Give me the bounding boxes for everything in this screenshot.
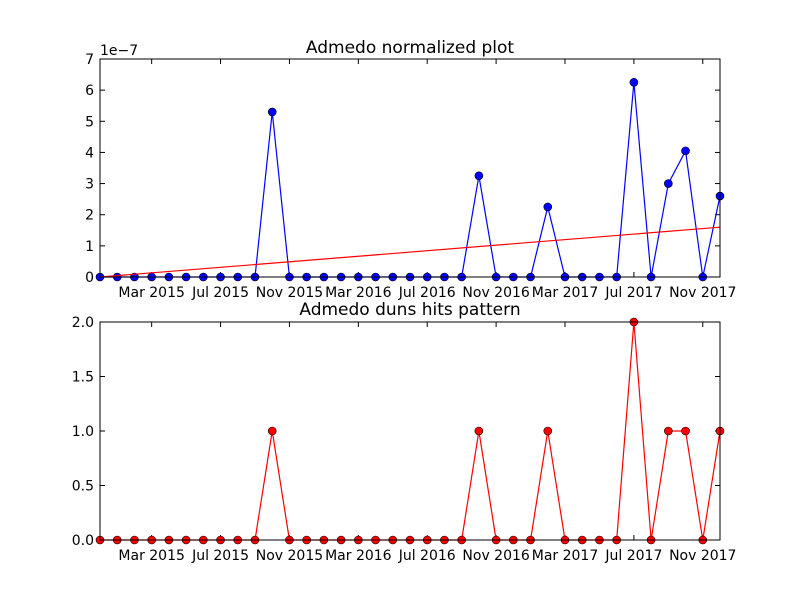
chart-title: Admedo duns hits pattern — [299, 300, 520, 320]
y-tick-label: 4 — [85, 145, 94, 161]
data-point — [267, 107, 277, 117]
x-tick-label: Mar 2016 — [325, 285, 392, 301]
x-tick-label: Jul 2016 — [398, 285, 456, 301]
hits-pattern-plot: Admedo duns hits pattern 0.0 0.5 1.0 1.5 2.0… — [72, 300, 737, 564]
plot-frame — [99, 321, 721, 541]
x-tick-label: Jul 2017 — [604, 285, 662, 301]
x-tick-label: Mar 2015 — [118, 548, 185, 564]
x-axis: Mar 2015 Jul 2015 Nov 2015 Mar 2016 Jul 2016… — [118, 59, 736, 301]
x-tick-label: Nov 2015 — [256, 285, 323, 301]
x-tick-label: Mar 2017 — [532, 548, 599, 564]
y-tick-label: 1 — [85, 239, 94, 255]
y-tick-label: 3 — [85, 177, 94, 193]
y-tick-label: 0 — [85, 270, 94, 286]
data-point — [681, 426, 690, 436]
data-point — [474, 171, 484, 181]
data-point — [629, 78, 639, 87]
plot-area — [95, 317, 725, 545]
y-axis: 0 1 2 3 4 5 6 7 — [85, 52, 720, 286]
y-axis: 0.0 0.5 1.0 1.5 2.0 — [72, 315, 720, 549]
series-line — [100, 321, 721, 541]
x-tick-label: Nov 2016 — [462, 285, 529, 301]
x-tick-label: Mar 2015 — [118, 285, 185, 301]
trend-line — [99, 226, 721, 278]
y-tick-label: 1.5 — [72, 370, 94, 386]
data-point — [681, 146, 690, 156]
y-tick-label: 1.0 — [72, 424, 94, 440]
x-tick-label: Mar 2017 — [532, 285, 599, 301]
x-tick-label: Mar 2016 — [325, 548, 392, 564]
y-tick-label: 0.0 — [72, 533, 94, 549]
y-offset-label: 1e−7 — [100, 43, 138, 59]
data-point — [664, 426, 673, 436]
x-tick-label: Nov 2016 — [462, 548, 529, 564]
data-point — [474, 426, 484, 436]
series-line — [100, 82, 721, 278]
y-tick-label: 7 — [85, 52, 94, 68]
x-tick-label: Jul 2017 — [604, 548, 662, 564]
data-point — [664, 179, 673, 188]
x-tick-label: Nov 2017 — [669, 285, 736, 301]
x-tick-label: Nov 2017 — [669, 548, 736, 564]
y-tick-label: 2.0 — [72, 315, 94, 331]
y-tick-label: 6 — [85, 83, 94, 99]
plot-frame — [99, 58, 721, 278]
normalized-plot: Admedo normalized plot 1e−7 0 1 2 3 4 5 6 7 Mar… — [85, 38, 736, 301]
data-point — [543, 202, 553, 212]
data-point — [543, 426, 553, 436]
x-tick-label: Jul 2015 — [191, 548, 249, 564]
chart-title: Admedo normalized plot — [306, 38, 515, 58]
y-tick-label: 5 — [85, 114, 94, 130]
data-point — [267, 426, 277, 436]
x-tick-label: Jul 2015 — [191, 285, 249, 301]
y-tick-label: 0.5 — [72, 479, 94, 495]
plot-area — [95, 78, 725, 282]
y-tick-label: 2 — [85, 208, 94, 224]
x-tick-label: Jul 2016 — [398, 548, 456, 564]
x-tick-label: Nov 2015 — [256, 548, 323, 564]
